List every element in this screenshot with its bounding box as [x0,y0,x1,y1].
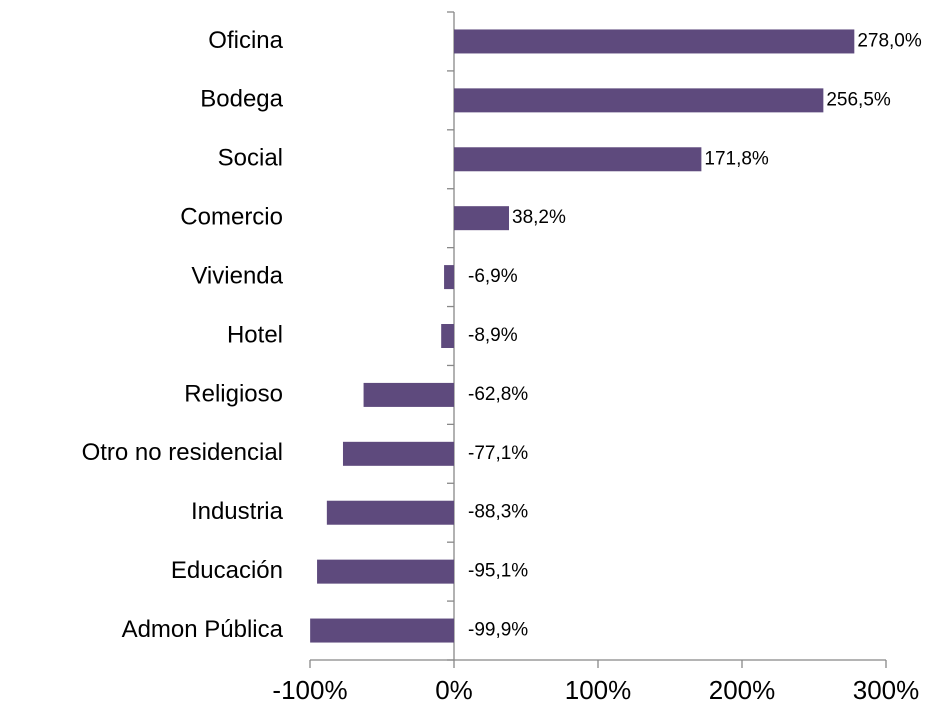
bar [363,382,454,407]
y-tick-label: Industria [191,498,284,525]
data-label: -95,1% [468,561,528,582]
y-tick-label: Bodega [200,86,283,113]
y-tick-label: Educación [171,557,283,584]
data-label: -77,1% [468,443,528,464]
y-tick-label: Social [218,145,283,172]
data-label: 278,0% [857,30,922,51]
data-label: -99,9% [468,620,528,641]
y-tick-label: Oficina [208,27,283,54]
bar [326,500,454,525]
y-tick-label: Otro no residencial [82,439,283,466]
x-tick-label: 200% [709,675,776,705]
x-tick-label: 0% [435,675,473,705]
x-tick-label: 300% [853,675,920,705]
bar [454,29,855,54]
x-tick-label: 100% [565,675,632,705]
y-tick-label: Vivienda [191,262,283,289]
y-tick-label: Comercio [180,204,283,231]
data-label: 256,5% [826,89,891,110]
bar [444,265,454,290]
data-label: -88,3% [468,502,528,523]
bar [454,147,702,172]
bar [454,88,824,113]
y-tick-label: Admon Pública [122,616,284,643]
bar [310,618,454,643]
bar [454,206,510,231]
x-tick-label: -100% [272,675,347,705]
bar [441,324,454,348]
bar [342,441,454,466]
data-label: -6,9% [468,266,518,287]
data-label: -62,8% [468,384,528,405]
y-tick-label: Religioso [184,380,283,407]
y-tick-label: Hotel [227,321,283,348]
bar [317,559,454,584]
data-label: 38,2% [512,207,566,228]
data-label: -8,9% [468,325,518,346]
data-label: 171,8% [704,148,769,169]
